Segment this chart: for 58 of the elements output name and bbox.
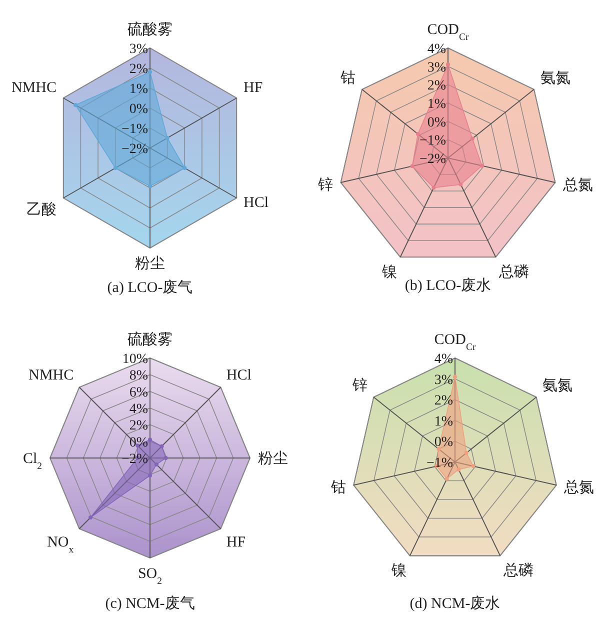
y-tick-label: −2% bbox=[121, 142, 148, 157]
y-tick-label: 2% bbox=[427, 78, 446, 94]
y-tick-label: 2% bbox=[129, 418, 148, 434]
spoke-label: 氨氮 bbox=[540, 70, 570, 86]
spoke-label: 硫酸雾 bbox=[128, 21, 172, 38]
y-tick-label: 2% bbox=[129, 62, 148, 77]
spoke-label: COD$_{Cr}$ bbox=[434, 332, 476, 352]
y-tick-label: 0% bbox=[129, 435, 148, 450]
y-tick-label: 4% bbox=[427, 42, 446, 57]
text: (b) LCO-废水 bbox=[404, 277, 492, 294]
y-tick-label: 3% bbox=[427, 60, 446, 76]
y-tick-label: 3% bbox=[129, 42, 148, 57]
spoke-label: 粉尘 bbox=[135, 255, 165, 272]
y-tick-label: 10% bbox=[122, 352, 148, 367]
y-tick-label: 0% bbox=[434, 435, 454, 450]
y-tick-label: 1% bbox=[427, 97, 446, 112]
y-tick-label: 3% bbox=[434, 372, 454, 388]
y-tick-label: 0% bbox=[427, 115, 446, 130]
y-tick-label: −1% bbox=[121, 122, 148, 137]
spoke-label: 总磷 bbox=[498, 263, 530, 280]
spoke-label: 乙酸 bbox=[26, 201, 56, 218]
spoke-label: SO$_{2}$ bbox=[138, 566, 162, 586]
spoke-label: HF bbox=[244, 80, 263, 96]
spoke-label: NMHC bbox=[28, 368, 74, 384]
spoke-label: 锌 bbox=[316, 176, 333, 194]
spoke-label: Cl$_{2}$ bbox=[22, 451, 42, 472]
y-tick-label: 8% bbox=[129, 368, 148, 384]
spoke-label: HCl bbox=[226, 368, 252, 384]
spoke-label: 硫酸雾 bbox=[128, 331, 172, 348]
y-tick-label: −1% bbox=[419, 134, 446, 149]
spoke-label: 总氮 bbox=[563, 478, 594, 496]
spoke-label: HCl bbox=[244, 195, 269, 211]
y-tick-label: 6% bbox=[129, 385, 148, 400]
spoke-label: COD$_{Cr}$ bbox=[427, 22, 470, 42]
y-tick-label: 0% bbox=[129, 102, 148, 117]
spoke-label: 氨氮 bbox=[542, 378, 573, 394]
spoke-label: NMHC bbox=[11, 80, 56, 96]
spoke-label: 镍 bbox=[390, 562, 406, 579]
y-tick-label: −2% bbox=[419, 152, 446, 167]
spoke-label: NO$_{x}$ bbox=[47, 534, 74, 555]
spoke-label: 钴 bbox=[340, 69, 356, 86]
y-tick-label: −1% bbox=[426, 456, 454, 471]
spoke-label: 锌 bbox=[351, 377, 368, 394]
y-tick-label: 2% bbox=[434, 394, 454, 409]
y-tick-label: −2% bbox=[121, 452, 148, 467]
y-tick-label: 4% bbox=[129, 402, 148, 417]
text: (c) NCM-废气 bbox=[105, 595, 195, 612]
y-tick-label: 4% bbox=[434, 352, 454, 367]
text: (a) LCO-废气 bbox=[107, 279, 193, 296]
spoke-label: 粉尘 bbox=[258, 450, 288, 467]
text: (d) NCM-废水 bbox=[410, 595, 500, 612]
spoke-label: HF bbox=[226, 534, 246, 550]
y-tick-label: 1% bbox=[434, 414, 454, 430]
spoke-label: 镍 bbox=[380, 263, 397, 280]
spoke-label: 总氮 bbox=[562, 176, 594, 194]
spoke-label: 钴 bbox=[330, 478, 346, 496]
spoke-label: 总磷 bbox=[502, 562, 534, 579]
y-tick-label: 1% bbox=[129, 82, 148, 97]
